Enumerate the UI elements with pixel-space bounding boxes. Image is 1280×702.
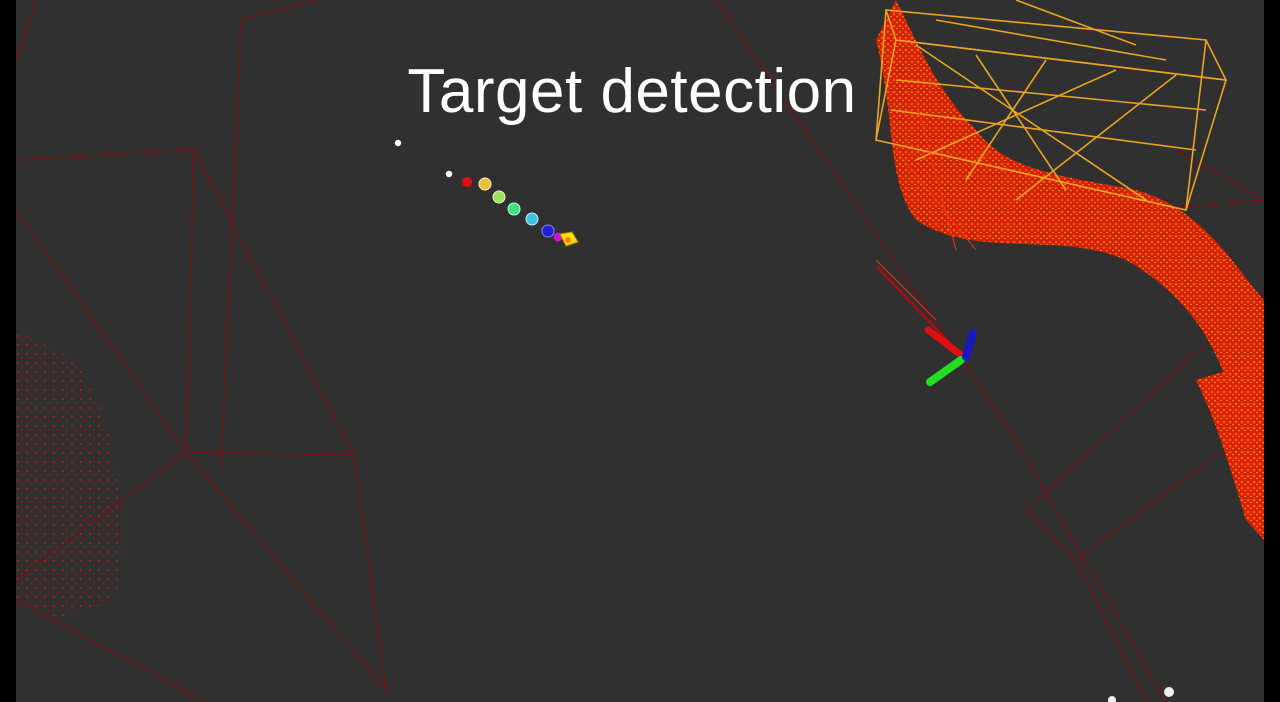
trajectory-point <box>478 177 492 191</box>
grid-wireframe <box>16 0 1264 702</box>
frame-axes-icon <box>876 266 977 386</box>
trajectory-point <box>492 190 506 204</box>
trajectory-point <box>525 212 539 226</box>
point-cloud-left <box>16 330 126 620</box>
3d-scene <box>16 0 1264 702</box>
trajectory-point <box>507 202 521 216</box>
trajectory-markers <box>394 139 579 247</box>
point-cloud-right <box>876 0 1264 540</box>
trajectory-point <box>394 139 402 147</box>
trajectory-point <box>445 170 453 178</box>
trajectory-point <box>541 224 555 238</box>
target-cube-icon <box>559 231 579 247</box>
3d-scene-canvas[interactable] <box>16 0 1264 702</box>
trajectory-point <box>462 177 472 187</box>
wireframe-box <box>875 0 1228 211</box>
bottom-markers <box>1108 687 1174 702</box>
